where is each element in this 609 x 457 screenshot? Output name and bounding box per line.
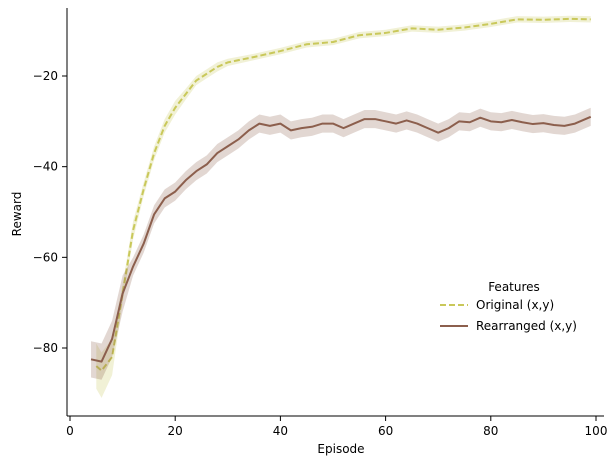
x-tick-label: 80	[483, 424, 498, 438]
series-band-0	[96, 15, 591, 398]
x-tick-label: 0	[66, 424, 74, 438]
x-tick-label: 100	[585, 424, 608, 438]
x-axis-label: Episode	[317, 442, 364, 456]
x-ticks: 0 20 40 60 80 100	[66, 416, 607, 438]
series-line-1	[90, 115, 592, 363]
legend: Features Original (x,y) Rearranged (x,y)	[440, 280, 577, 333]
legend-label-original: Original (x,y)	[476, 298, 554, 312]
legend-label-rearranged: Rearranged (x,y)	[476, 319, 577, 333]
x-tick-label: 20	[168, 424, 183, 438]
y-tick-label: −80	[33, 341, 58, 355]
y-tick-label: −40	[33, 160, 58, 174]
series-band-1	[91, 107, 591, 380]
y-axis-label: Reward	[10, 192, 24, 237]
axes	[66, 8, 604, 417]
x-tick-label: 40	[273, 424, 288, 438]
y-tick-label: −60	[33, 250, 58, 264]
series-line-0	[95, 17, 591, 372]
legend-title: Features	[488, 280, 540, 294]
y-tick-label: −20	[33, 69, 58, 83]
x-tick-label: 60	[378, 424, 393, 438]
y-ticks: −80 −60 −40 −20	[33, 69, 67, 355]
plot-area	[90, 15, 592, 398]
